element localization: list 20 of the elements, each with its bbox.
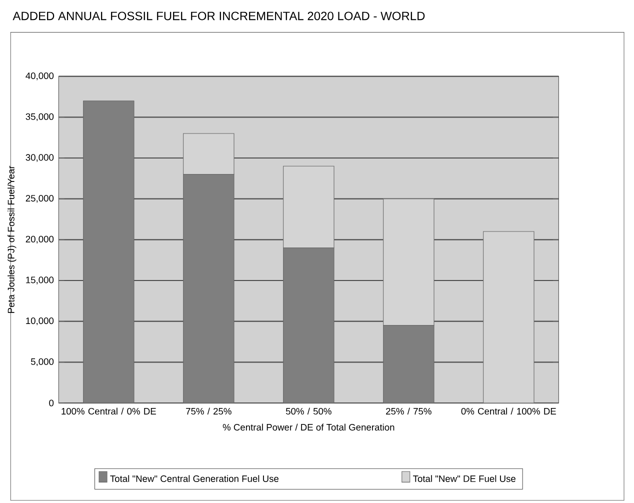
y-tick-label: 35,000 [26,113,54,122]
legend-label: Total "New" Central Generation Fuel Use [110,475,278,482]
x-tick-label: 25% / 75% [386,408,432,415]
bar [83,100,134,403]
y-axis-title: Peta Joules (PJ) of Fossil Fuel/Year [8,166,16,313]
y-tick-label: 15,000 [26,276,54,284]
y-tick-label: 5,000 [30,358,54,366]
chart-title: ADDED ANNUAL FOSSIL FUEL FOR INCREMENTAL 2020 LOAD - WORLD [12,12,425,20]
y-tick-label: 20,000 [26,236,54,244]
y-tick-label: 0 [49,400,54,406]
x-tick-label: 50% / 50% [286,408,332,415]
x-tick-label: 0% Central / 100% DE [461,408,556,415]
legend-label: Total "New" DE Fuel Use [413,475,516,482]
x-axis-title: % Central Power / DE of Total Generation [222,424,394,431]
y-tick-label: 10,000 [26,317,54,326]
y-tick-label: 25,000 [26,194,54,203]
y-tick-label: 40,000 [26,72,54,80]
x-tick-label: 75% / 25% [186,408,232,415]
y-tick-label: 30,000 [26,154,54,162]
x-tick-label: 100% Central / 0% DE [62,408,156,415]
